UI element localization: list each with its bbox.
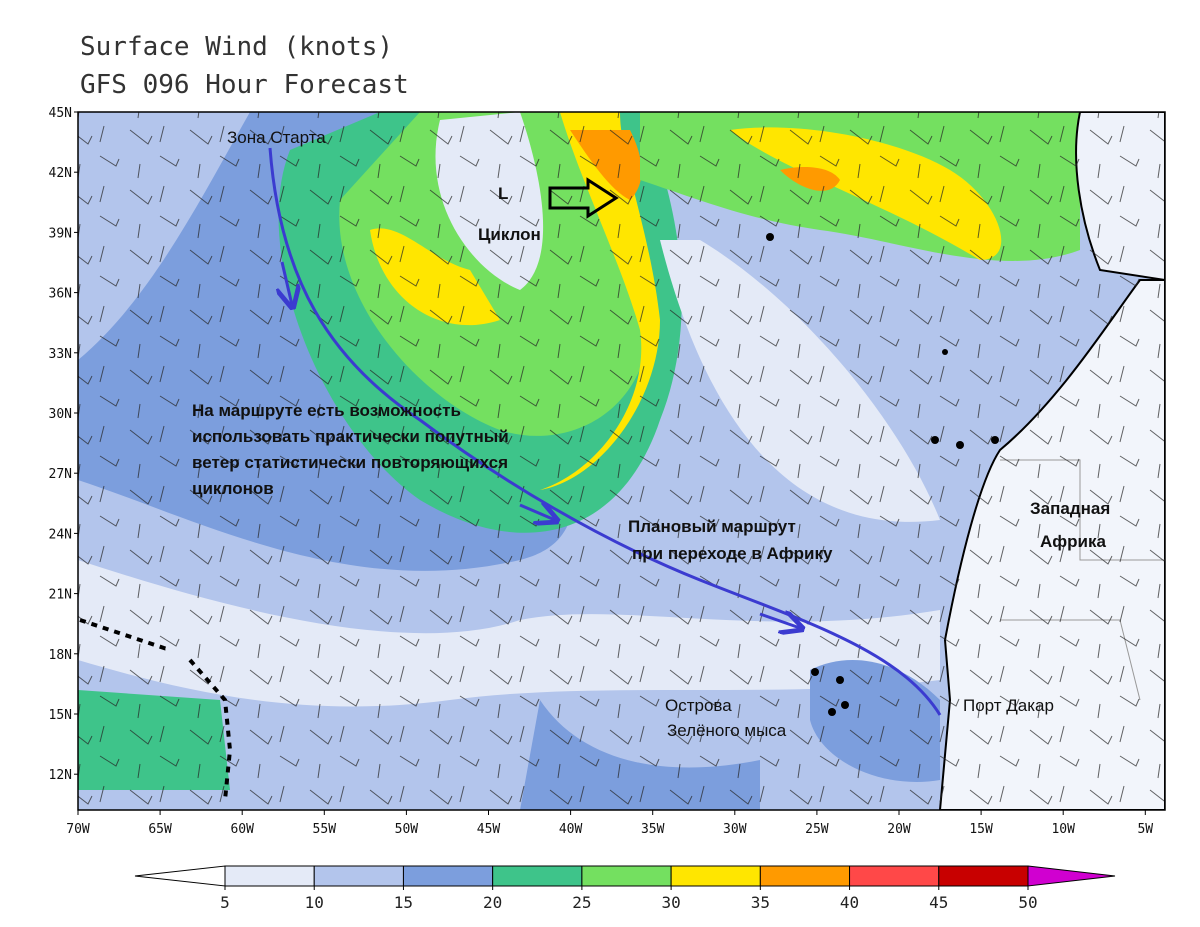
lat-label: 21N bbox=[49, 588, 72, 603]
annotation-line: циклонов bbox=[192, 479, 274, 498]
colorbar-segment bbox=[849, 865, 940, 887]
lon-label: 10W bbox=[1051, 822, 1075, 837]
lat-label: 45N bbox=[49, 106, 72, 121]
colorbar-over bbox=[1027, 865, 1116, 887]
lon-label: 15W bbox=[969, 822, 993, 837]
annotation-line: Плановый маршрут bbox=[628, 517, 796, 536]
lat-label: 39N bbox=[49, 226, 72, 241]
colorbar-segment bbox=[759, 865, 851, 887]
colorbar-label: 5 bbox=[220, 893, 230, 912]
lat-label: 27N bbox=[49, 467, 72, 482]
lat-label: 33N bbox=[49, 347, 72, 362]
colorbar-label: 25 bbox=[572, 893, 591, 912]
lon-label: 20W bbox=[887, 822, 911, 837]
lon-label: 70W bbox=[66, 822, 90, 837]
lon-label: 30W bbox=[723, 822, 747, 837]
lon-label: 65W bbox=[148, 822, 172, 837]
lat-label: 42N bbox=[49, 166, 72, 181]
lat-label: 12N bbox=[49, 768, 72, 783]
lon-label: 5W bbox=[1137, 822, 1153, 837]
lat-label: 36N bbox=[49, 287, 72, 302]
colorbar-segment bbox=[581, 865, 672, 887]
title-line: Surface Wind (knots) bbox=[80, 32, 393, 62]
colorbar-label: 45 bbox=[929, 893, 948, 912]
colorbar: 5 10 15 20 25 30 35 40 45 50 bbox=[134, 865, 1116, 912]
title-line: GFS 096 Hour Forecast bbox=[80, 70, 409, 100]
annotation-line: ветер статистически повторяющихся bbox=[192, 453, 508, 472]
annotation-line: Африка bbox=[1040, 532, 1106, 551]
annotation-line: при переходе в Африку bbox=[632, 544, 833, 563]
annotation-line: Острова bbox=[665, 696, 732, 715]
colorbar-label: 30 bbox=[661, 893, 680, 912]
colorbar-segment bbox=[313, 865, 404, 887]
colorbar-segment bbox=[938, 865, 1029, 887]
lon-label: 50W bbox=[395, 822, 419, 837]
annotation: L bbox=[498, 184, 508, 203]
colorbar-under bbox=[134, 865, 226, 887]
colorbar-segment bbox=[492, 865, 583, 887]
lon-label: 40W bbox=[559, 822, 583, 837]
annotation-line: Зелёного мыса bbox=[667, 721, 787, 740]
colorbar-segment bbox=[670, 865, 761, 887]
annotation: Порт Дакар bbox=[963, 696, 1054, 715]
colorbar-segment bbox=[402, 865, 494, 887]
lon-label: 45W bbox=[477, 822, 501, 837]
lon-label: 35W bbox=[641, 822, 665, 837]
annotation: Циклон bbox=[478, 225, 541, 244]
lat-label: 30N bbox=[49, 407, 72, 422]
annotation-line: На маршруте есть возможность bbox=[192, 401, 461, 420]
colorbar-label: 35 bbox=[751, 893, 770, 912]
colorbar-label: 15 bbox=[394, 893, 413, 912]
lon-label: 60W bbox=[230, 822, 254, 837]
colorbar-label: 50 bbox=[1018, 893, 1037, 912]
annotation-block: На маршруте есть возможность использовать… bbox=[192, 401, 1110, 740]
axes: 45N 42N 39N 36N 33N 30N 27N 24N 21N 18N 15N 12N 70W 6… bbox=[49, 106, 1154, 837]
lon-label: 25W bbox=[805, 822, 829, 837]
colorbar-label: 20 bbox=[483, 893, 502, 912]
lat-label: 15N bbox=[49, 708, 72, 723]
colorbar-segment bbox=[224, 865, 315, 887]
colorbar-label: 40 bbox=[840, 893, 859, 912]
annotation-line: Западная bbox=[1030, 499, 1110, 518]
annotation-line: использовать практически попутный bbox=[192, 427, 509, 446]
colorbar-label: 10 bbox=[305, 893, 324, 912]
map-frame bbox=[77, 111, 1166, 811]
annotation: Зона Старта bbox=[227, 128, 326, 147]
map-field bbox=[78, 112, 1165, 810]
lat-label: 18N bbox=[49, 648, 72, 663]
lat-label: 24N bbox=[49, 527, 72, 542]
lon-label: 55W bbox=[313, 822, 337, 837]
